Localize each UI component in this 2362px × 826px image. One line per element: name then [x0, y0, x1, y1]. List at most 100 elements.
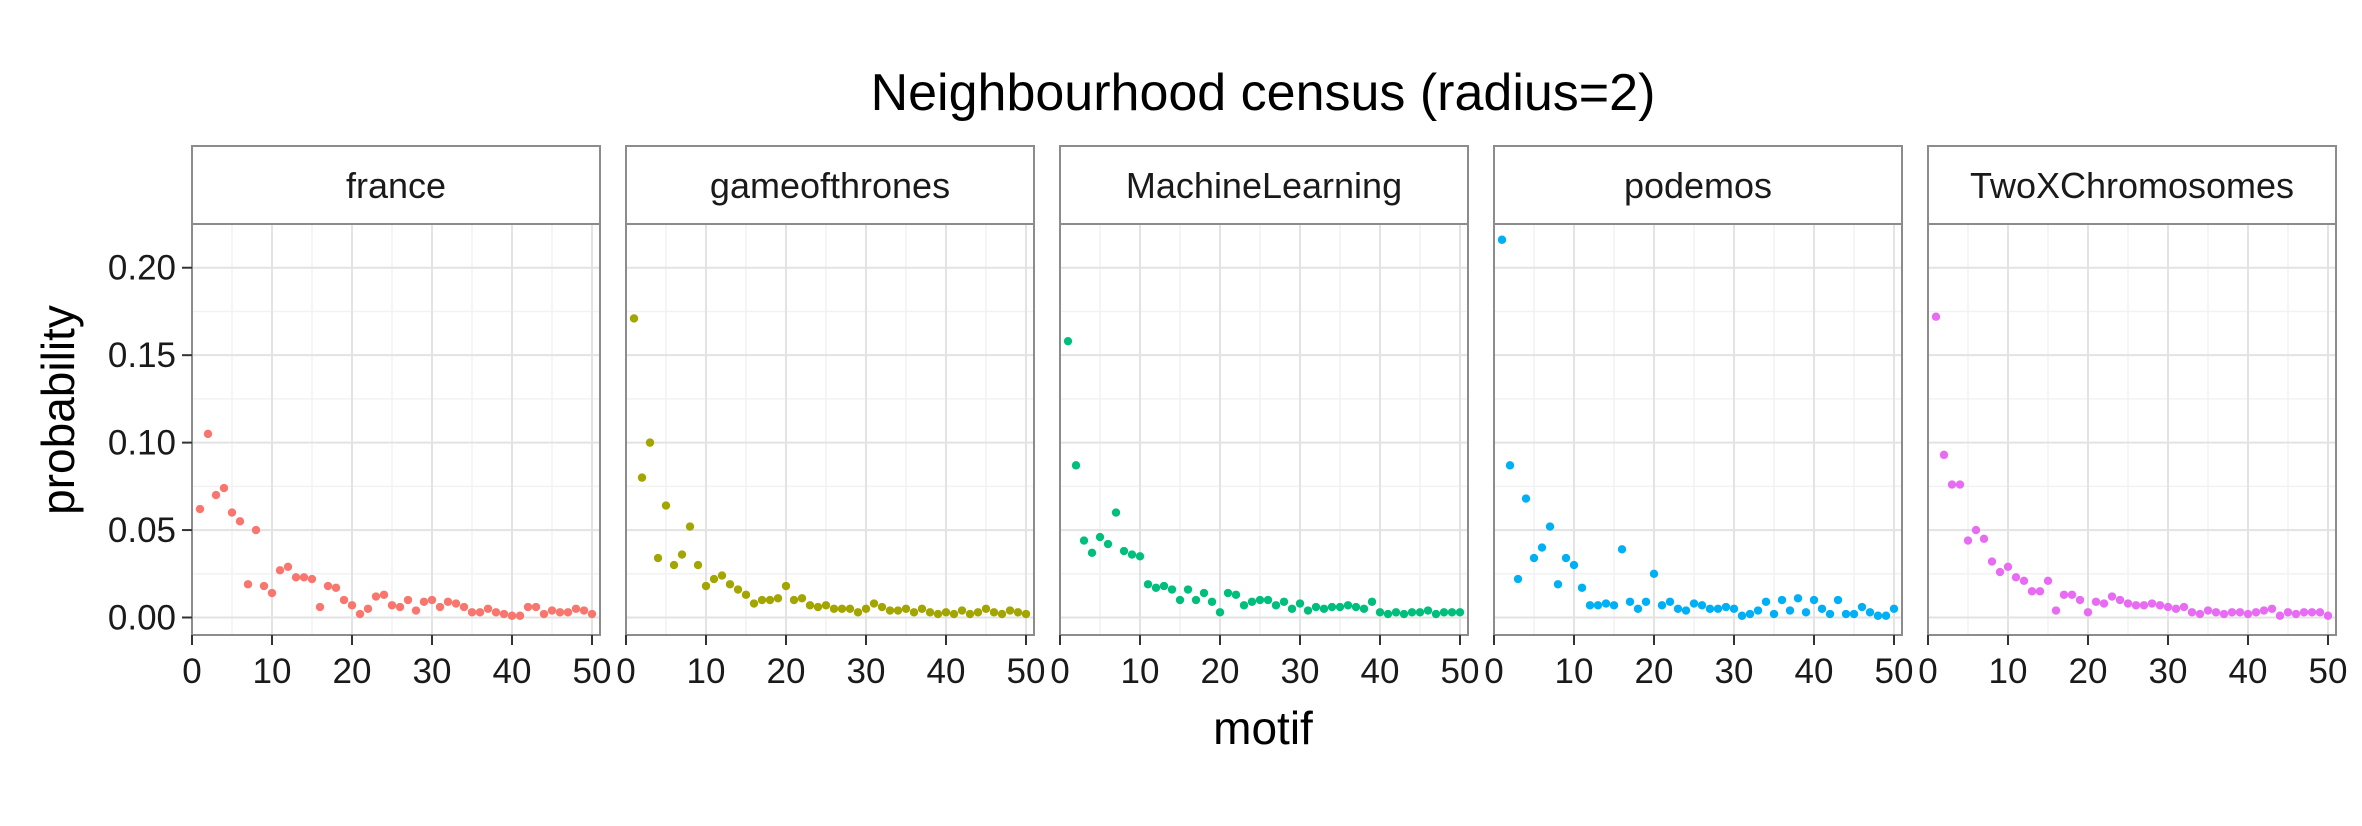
- data-point: [475, 608, 485, 617]
- data-point: [1865, 608, 1875, 617]
- data-point: [2147, 599, 2157, 608]
- data-point: [2091, 597, 2101, 606]
- plot-background: [1928, 224, 2336, 635]
- facet-strip: [1927, 145, 2337, 225]
- data-point: [941, 608, 951, 617]
- facet-panel-TwoXChromosomes: TwoXChromosomes 0 10 20 30 40 50: [1918, 145, 2347, 691]
- data-point: [1963, 536, 1973, 545]
- data-point: [1553, 580, 1563, 589]
- x-tick-label: 40: [1361, 652, 1400, 691]
- data-point: [1545, 522, 1555, 531]
- data-point: [837, 604, 847, 613]
- data-point: [491, 608, 501, 617]
- data-point: [1617, 545, 1627, 554]
- data-point: [1183, 585, 1193, 594]
- data-point: [893, 606, 903, 615]
- data-point: [1657, 601, 1667, 610]
- data-point: [1809, 595, 1819, 605]
- data-point: [451, 599, 461, 608]
- data-point: [235, 517, 245, 526]
- data-point: [1013, 608, 1023, 617]
- facet-panel-gameofthrones: gameofthrones 0 10 20 30 40 50: [616, 145, 1045, 691]
- data-point: [917, 604, 927, 613]
- data-point: [419, 597, 429, 606]
- x-tick-label: 20: [1201, 652, 1240, 691]
- data-point: [1971, 525, 1981, 535]
- data-point: [563, 608, 573, 617]
- x-tick-label: 0: [182, 652, 201, 691]
- data-point: [1021, 609, 1031, 619]
- data-point: [275, 566, 285, 575]
- data-point: [1111, 508, 1121, 517]
- data-point: [2139, 601, 2149, 610]
- plot-background: [626, 224, 1034, 635]
- x-tick-label: 10: [1555, 652, 1594, 691]
- data-point: [1367, 597, 1377, 606]
- data-point: [1215, 608, 1225, 617]
- panel-border: [1059, 223, 1469, 636]
- data-point: [2267, 604, 2277, 613]
- data-point: [1127, 550, 1137, 559]
- data-point: [219, 483, 229, 493]
- data-point: [2203, 606, 2213, 615]
- data-point: [805, 601, 815, 610]
- data-point: [2131, 601, 2141, 610]
- data-point: [1407, 608, 1417, 617]
- data-point: [1979, 534, 1989, 544]
- data-point: [1223, 588, 1233, 598]
- data-point: [339, 595, 349, 605]
- data-point: [2155, 601, 2165, 610]
- data-point: [1939, 450, 1949, 460]
- data-point: [1447, 608, 1457, 617]
- data-point: [227, 508, 237, 517]
- data-point: [2051, 606, 2061, 615]
- facet-strip: [191, 145, 601, 225]
- data-point: [933, 609, 943, 619]
- facet-strip-label: podemos: [1624, 165, 1772, 206]
- data-point: [717, 571, 727, 580]
- data-point: [813, 602, 823, 612]
- data-point: [483, 604, 493, 613]
- data-point: [901, 604, 911, 613]
- x-axis-title: motif: [1213, 702, 1313, 754]
- x-tick-label: 40: [927, 652, 966, 691]
- data-point: [1383, 609, 1393, 619]
- data-point: [1143, 580, 1153, 589]
- data-point: [1335, 602, 1345, 612]
- x-tick-label: 20: [1635, 652, 1674, 691]
- data-point: [1769, 609, 1779, 619]
- data-point: [435, 602, 445, 612]
- x-tick-label: 50: [573, 652, 612, 691]
- data-point: [781, 581, 791, 591]
- data-point: [1753, 606, 1763, 615]
- data-point: [315, 602, 325, 612]
- data-point: [1995, 567, 2005, 577]
- data-point: [283, 562, 293, 571]
- data-point: [2035, 587, 2045, 596]
- data-point: [733, 585, 743, 594]
- x-tick-label: 30: [413, 652, 452, 691]
- data-point: [1729, 604, 1739, 613]
- plot-background: [1494, 224, 1902, 635]
- data-point: [685, 522, 695, 531]
- data-point: [1455, 608, 1465, 617]
- data-point: [1231, 590, 1241, 599]
- data-point: [1955, 480, 1965, 489]
- data-point: [2067, 590, 2077, 599]
- data-point: [1721, 602, 1731, 612]
- data-point: [2075, 595, 2085, 605]
- data-point: [1079, 536, 1089, 545]
- data-point: [1119, 546, 1129, 556]
- facet-strip-label: MachineLearning: [1126, 165, 1402, 206]
- data-point: [637, 473, 647, 482]
- data-point: [587, 609, 597, 619]
- data-point: [499, 609, 509, 619]
- data-point: [355, 609, 365, 619]
- x-tick-label: 0: [1918, 652, 1937, 691]
- data-point: [709, 574, 719, 584]
- x-tick-label: 30: [2149, 652, 2188, 691]
- data-point: [347, 601, 357, 610]
- facet-panels: france 0 10 20 30 40 50 gameofthrones 0 10 20 30 40 5…: [182, 145, 2347, 691]
- data-point: [2019, 576, 2029, 585]
- data-point: [757, 595, 767, 605]
